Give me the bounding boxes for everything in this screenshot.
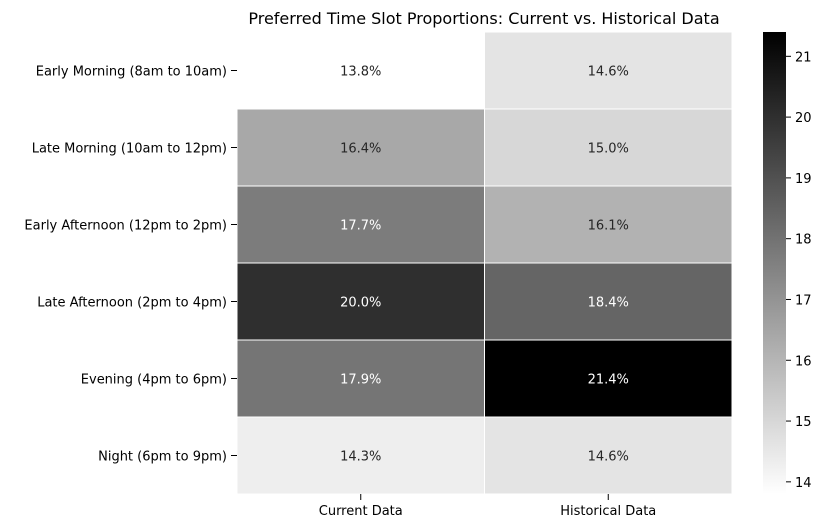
heatmap-cell-r5-c1	[484, 416, 733, 495]
colorbar-tick-label: 19	[795, 172, 812, 187]
cell-value-label: 21.4%	[588, 373, 629, 388]
heatmap-cell-r2-c1	[484, 185, 733, 264]
y-tick-label: Late Morning (10am to 12pm)	[32, 142, 227, 157]
heatmap-cell-r3-c1	[484, 262, 733, 341]
colorbar-tick-label: 21	[795, 50, 812, 65]
cell-value-label: 17.7%	[340, 219, 381, 234]
cell-value-label: 15.0%	[588, 142, 629, 157]
colorbar-tick-label: 15	[795, 415, 812, 430]
y-axis: Early Morning (8am to 10am) Late Morning …	[24, 65, 237, 465]
colorbar-gradient	[763, 32, 786, 494]
cell-value-label: 14.6%	[588, 65, 629, 80]
cell-value-label: 14.3%	[340, 450, 381, 465]
colorbar-tick-label: 14	[795, 476, 812, 491]
heatmap-cell-r0-c1	[484, 31, 733, 110]
y-tick-label: Early Morning (8am to 10am)	[36, 65, 227, 80]
cell-value-label: 13.8%	[340, 65, 381, 80]
heatmap-cell-r0-c0	[236, 31, 485, 110]
cell-value-label: 20.0%	[340, 296, 381, 311]
cell-value-label: 16.1%	[588, 219, 629, 234]
y-tick-label: Evening (4pm to 6pm)	[81, 373, 227, 388]
heatmap-cell-r4-c1	[484, 339, 733, 418]
cell-value-label: 17.9%	[340, 373, 381, 388]
heatmap-cells: 13.8% 14.6% 16.4% 15.0% 17.7% 16.1% 20.0% 18.4%…	[236, 31, 733, 495]
y-tick-label: Night (6pm to 9pm)	[98, 450, 227, 465]
heatmap-cell-r1-c1	[484, 108, 733, 187]
cell-value-label: 14.6%	[588, 450, 629, 465]
x-tick-label: Current Data	[319, 504, 403, 519]
y-tick-label: Early Afternoon (12pm to 2pm)	[24, 219, 227, 234]
heatmap-cell-r1-c0	[236, 108, 485, 187]
y-tick-label: Late Afternoon (2pm to 4pm)	[37, 296, 227, 311]
x-axis: Current Data Historical Data	[319, 494, 656, 519]
colorbar-tick-label: 18	[795, 233, 812, 248]
cell-value-label: 18.4%	[588, 296, 629, 311]
colorbar: 14 15 16 17 18 19 20 21	[763, 32, 812, 494]
x-tick-label: Historical Data	[560, 504, 656, 519]
colorbar-tick-label: 20	[795, 111, 812, 126]
heatmap-cell-r2-c0	[236, 185, 485, 264]
cell-value-label: 16.4%	[340, 142, 381, 157]
chart-title: Preferred Time Slot Proportions: Current…	[248, 9, 719, 28]
colorbar-tick-label: 16	[795, 354, 812, 369]
colorbar-tick-label: 17	[795, 293, 812, 308]
